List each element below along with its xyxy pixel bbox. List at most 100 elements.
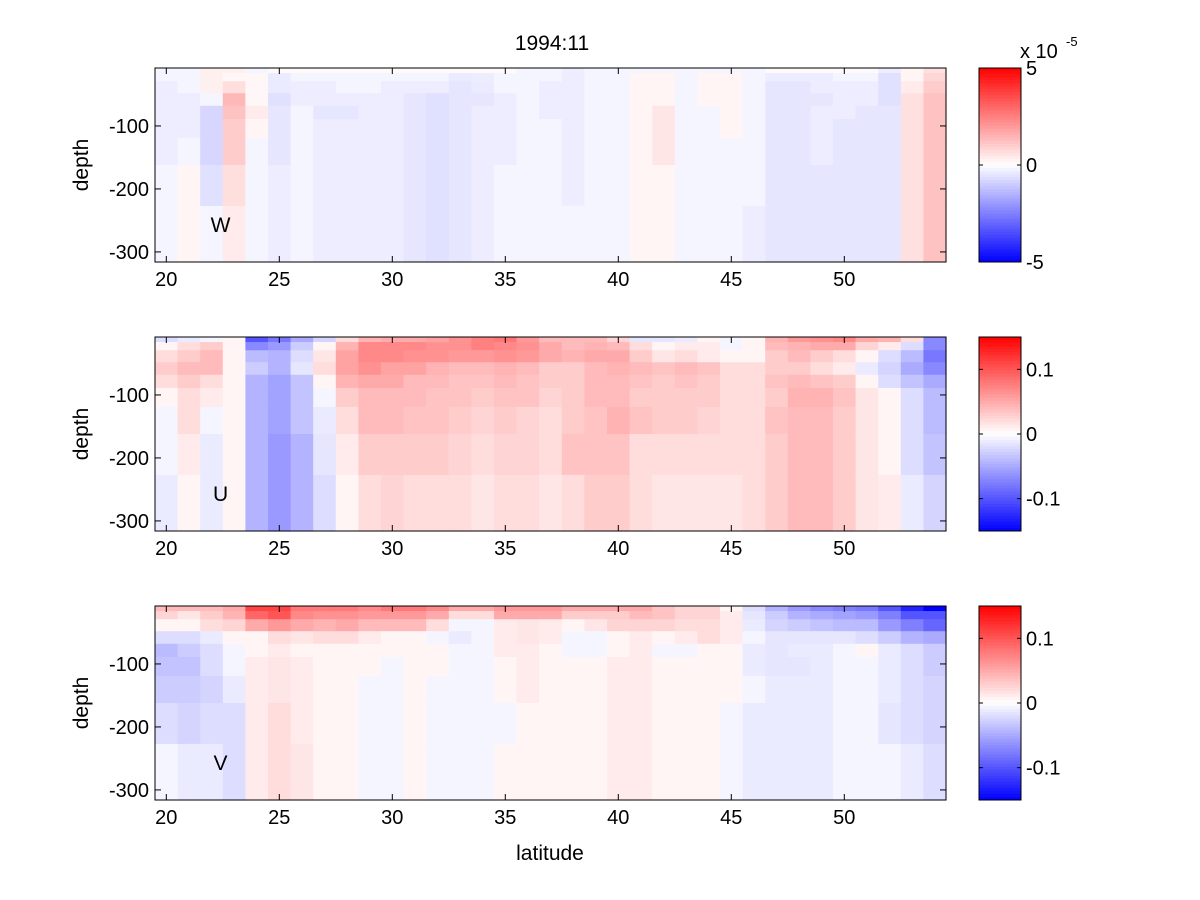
heatmap-cell bbox=[607, 93, 631, 107]
heatmap-cell bbox=[629, 434, 653, 476]
colorbar-segment bbox=[979, 748, 1021, 752]
heatmap-cell bbox=[900, 119, 924, 139]
heatmap-cell bbox=[787, 165, 811, 207]
heatmap-cell bbox=[923, 119, 947, 139]
colorbar-segment bbox=[979, 657, 1021, 662]
colorbar-tick-label: 0.1 bbox=[1026, 628, 1054, 650]
colorbar-segment bbox=[979, 612, 1021, 616]
panel-u: 20 25 30 35 40 45 50 -100 -200 -300 depth U -0.1 0 0.1 bbox=[70, 336, 1060, 560]
heatmap-cell bbox=[448, 205, 472, 263]
colorbar-segment bbox=[979, 615, 1021, 619]
heatmap-cell bbox=[290, 388, 314, 408]
heatmap-cell bbox=[674, 205, 698, 263]
x-tick-label: 25 bbox=[268, 807, 290, 829]
colorbar-tick-label: -0.1 bbox=[1026, 489, 1060, 511]
heatmap-cell bbox=[584, 205, 608, 263]
colorbar-tick-label: -5 bbox=[1026, 252, 1044, 274]
colorbar-segment bbox=[979, 424, 1021, 429]
heatmap-cell bbox=[358, 434, 382, 476]
heatmap-cell bbox=[584, 93, 608, 107]
heatmap-cell bbox=[426, 105, 450, 120]
heatmap-cell bbox=[381, 374, 405, 389]
heatmap-cell bbox=[177, 81, 201, 94]
heatmap-cell bbox=[403, 205, 427, 263]
heatmap-cell bbox=[697, 68, 721, 74]
heatmap-cell bbox=[697, 165, 721, 207]
heatmap-cell bbox=[222, 606, 246, 612]
heatmap-cell bbox=[629, 611, 653, 620]
heatmap-cell bbox=[607, 474, 631, 532]
heatmap-cell bbox=[200, 205, 224, 263]
heatmap-cell bbox=[742, 474, 766, 532]
heatmap-cell bbox=[697, 406, 721, 435]
colorbar-segment bbox=[979, 161, 1021, 166]
colorbar-segment bbox=[979, 89, 1021, 93]
heatmap-cell bbox=[426, 350, 450, 363]
colorbar-segment bbox=[979, 367, 1021, 371]
heatmap-cell bbox=[697, 205, 721, 263]
heatmap-cell bbox=[787, 93, 811, 107]
heatmap-cell bbox=[245, 81, 269, 94]
heatmap-cell bbox=[629, 137, 653, 166]
heatmap-cell bbox=[268, 362, 292, 376]
heatmap-cell bbox=[584, 675, 608, 704]
heatmap-cell bbox=[607, 406, 631, 435]
colorbar-segment bbox=[979, 633, 1021, 637]
heatmap-cell bbox=[403, 374, 427, 389]
heatmap-cell bbox=[358, 81, 382, 94]
heatmap-cell bbox=[155, 93, 179, 107]
heatmap-cell bbox=[674, 350, 698, 363]
heatmap-cell bbox=[855, 406, 879, 435]
colorbar-segment bbox=[979, 790, 1021, 795]
heatmap-cell bbox=[471, 703, 495, 745]
colorbar-segment bbox=[979, 180, 1021, 184]
heatmap-cell bbox=[539, 657, 563, 677]
heatmap-cell bbox=[584, 406, 608, 435]
heatmap-cell bbox=[900, 606, 924, 612]
heatmap-cell bbox=[471, 675, 495, 704]
heatmap-cell bbox=[471, 137, 495, 166]
heatmap-cell bbox=[787, 342, 811, 351]
heatmap-cell bbox=[290, 374, 314, 389]
heatmap-cell bbox=[177, 388, 201, 408]
colorbar-segment bbox=[979, 258, 1021, 263]
heatmap-cell bbox=[313, 434, 337, 476]
heatmap-cell bbox=[403, 388, 427, 408]
colorbar-segment bbox=[979, 693, 1021, 698]
heatmap-cell bbox=[787, 337, 811, 343]
x-tick-label: 50 bbox=[833, 807, 855, 829]
colorbar-segment bbox=[979, 240, 1021, 245]
colorbar-segment bbox=[979, 155, 1021, 160]
heatmap-cell bbox=[584, 165, 608, 207]
heatmap-cell bbox=[200, 743, 224, 801]
heatmap-cell bbox=[765, 105, 789, 120]
heatmap-cell bbox=[539, 643, 563, 658]
colorbar-segment bbox=[979, 71, 1021, 75]
heatmap-cell bbox=[516, 68, 540, 74]
heatmap-cell bbox=[177, 657, 201, 677]
heatmap-cell bbox=[426, 611, 450, 620]
heatmap-cell bbox=[855, 657, 879, 677]
heatmap-cell bbox=[471, 474, 495, 532]
colorbar-segment bbox=[979, 494, 1021, 499]
colorbar-segment bbox=[979, 733, 1021, 737]
heatmap-cell bbox=[561, 406, 585, 435]
heatmap-cell bbox=[923, 105, 947, 120]
heatmap-cell bbox=[607, 643, 631, 658]
colorbar-segment bbox=[979, 177, 1021, 181]
heatmap-cell bbox=[381, 611, 405, 620]
heatmap-cell bbox=[900, 81, 924, 94]
heatmap-cell bbox=[539, 434, 563, 476]
colorbar-segment bbox=[979, 131, 1021, 136]
heatmap-cell bbox=[335, 137, 359, 166]
heatmap-cell bbox=[878, 205, 902, 263]
colorbar-segment bbox=[979, 337, 1021, 341]
heatmap-cell bbox=[403, 474, 427, 532]
colorbar-segment bbox=[979, 763, 1021, 768]
heatmap-cell bbox=[923, 619, 947, 632]
heatmap-cell bbox=[516, 643, 540, 658]
heatmap-cell bbox=[810, 606, 834, 612]
heatmap-cell bbox=[652, 388, 676, 408]
heatmap-cell bbox=[742, 350, 766, 363]
